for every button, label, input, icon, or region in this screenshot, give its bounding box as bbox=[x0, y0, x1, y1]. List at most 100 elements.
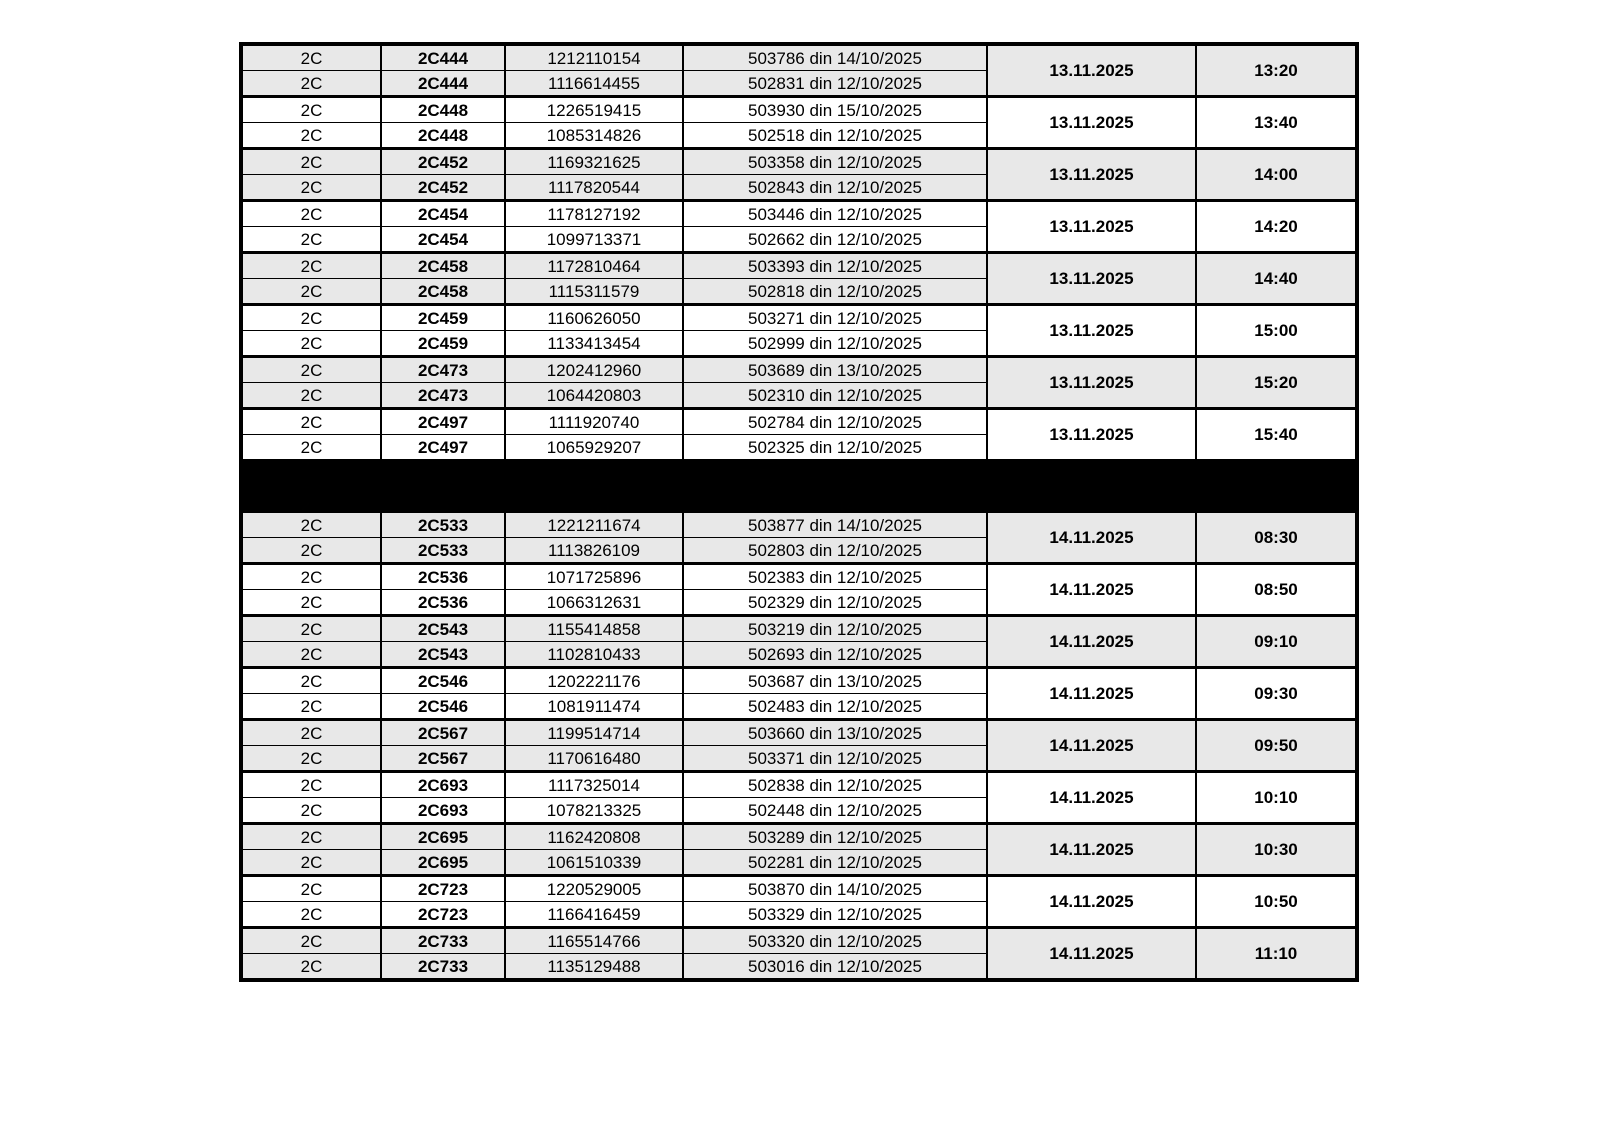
date-cell: 14.11.2025 bbox=[986, 510, 1197, 564]
id-number-cell: 1202221176 bbox=[504, 666, 684, 694]
time-cell: 14:00 bbox=[1195, 147, 1358, 201]
group-code-cell: 2C459 bbox=[380, 303, 506, 331]
table-row: 2C 2C543 1155414858 503219 din 12/10/2025 14… bbox=[240, 614, 1358, 668]
reference-cell: 502818 din 12/10/2025 bbox=[682, 278, 988, 305]
table-row: 2C 2C497 1111920740 502784 din 12/10/2025 13… bbox=[240, 407, 1358, 461]
id-number-cell: 1116614455 bbox=[504, 70, 684, 97]
id-number-cell: 1169321625 bbox=[504, 147, 684, 175]
group-code-cell: 2C733 bbox=[380, 953, 506, 980]
table-row: 2C 2C454 1178127192 503446 din 12/10/2025 13… bbox=[240, 199, 1358, 253]
id-number-cell: 1117325014 bbox=[504, 770, 684, 798]
separator-band-row bbox=[240, 459, 1358, 513]
group-code-cell: 2C444 bbox=[380, 70, 506, 97]
time-cell: 08:30 bbox=[1195, 510, 1358, 564]
class-cell: 2C bbox=[240, 562, 382, 590]
group-code-cell: 2C536 bbox=[380, 589, 506, 616]
reference-cell: 502325 din 12/10/2025 bbox=[682, 434, 988, 461]
reference-cell: 503016 din 12/10/2025 bbox=[682, 953, 988, 980]
table-row: 2C 2C448 1085314826 502518 din 12/10/2025 bbox=[240, 122, 1357, 149]
group-code-cell: 2C546 bbox=[380, 666, 506, 694]
class-cell: 2C bbox=[240, 510, 382, 538]
table-row: 2C 2C448 1226519415 503930 din 15/10/2025 13… bbox=[240, 95, 1358, 149]
group-code-cell: 2C723 bbox=[380, 901, 506, 928]
reference-cell: 503358 din 12/10/2025 bbox=[682, 147, 988, 175]
date-cell: 14.11.2025 bbox=[986, 926, 1197, 980]
reference-cell: 502784 din 12/10/2025 bbox=[682, 407, 988, 435]
reference-cell: 503271 din 12/10/2025 bbox=[682, 303, 988, 331]
date-cell: 14.11.2025 bbox=[986, 666, 1197, 720]
class-cell: 2C bbox=[240, 303, 382, 331]
id-number-cell: 1099713371 bbox=[504, 226, 684, 253]
separator-band bbox=[240, 459, 1358, 513]
table-row: 2C 2C695 1162420808 503289 din 12/10/2025 14… bbox=[240, 822, 1358, 876]
class-cell: 2C bbox=[240, 849, 382, 876]
id-number-cell: 1061510339 bbox=[504, 849, 684, 876]
table-row: 2C 2C473 1202412960 503689 din 13/10/2025 13… bbox=[240, 355, 1358, 409]
reference-cell: 502383 din 12/10/2025 bbox=[682, 562, 988, 590]
table-row: 2C 2C458 1172810464 503393 din 12/10/2025 13… bbox=[240, 251, 1358, 305]
group-code-cell: 2C723 bbox=[380, 874, 506, 902]
reference-cell: 503930 din 15/10/2025 bbox=[682, 95, 988, 123]
group-code-cell: 2C543 bbox=[380, 614, 506, 642]
id-number-cell: 1199514714 bbox=[504, 718, 684, 746]
class-cell: 2C bbox=[240, 822, 382, 850]
id-number-cell: 1160626050 bbox=[504, 303, 684, 331]
reference-cell: 503446 din 12/10/2025 bbox=[682, 199, 988, 227]
reference-cell: 502483 din 12/10/2025 bbox=[682, 693, 988, 720]
time-cell: 09:30 bbox=[1195, 666, 1358, 720]
id-number-cell: 1117820544 bbox=[504, 174, 684, 201]
class-cell: 2C bbox=[240, 382, 382, 409]
class-cell: 2C bbox=[240, 770, 382, 798]
date-cell: 13.11.2025 bbox=[986, 199, 1197, 253]
group-code-cell: 2C536 bbox=[380, 562, 506, 590]
reference-cell: 503877 din 14/10/2025 bbox=[682, 510, 988, 538]
reference-cell: 502999 din 12/10/2025 bbox=[682, 330, 988, 357]
reference-cell: 503289 din 12/10/2025 bbox=[682, 822, 988, 850]
class-cell: 2C bbox=[240, 226, 382, 253]
date-cell: 14.11.2025 bbox=[986, 874, 1197, 928]
id-number-cell: 1113826109 bbox=[504, 537, 684, 564]
reference-cell: 502310 din 12/10/2025 bbox=[682, 382, 988, 409]
date-cell: 13.11.2025 bbox=[986, 42, 1197, 97]
class-cell: 2C bbox=[240, 278, 382, 305]
time-cell: 15:20 bbox=[1195, 355, 1358, 409]
class-cell: 2C bbox=[240, 330, 382, 357]
class-cell: 2C bbox=[240, 147, 382, 175]
time-cell: 10:30 bbox=[1195, 822, 1358, 876]
class-cell: 2C bbox=[240, 953, 382, 980]
table-row: 2C 2C459 1160626050 503271 din 12/10/2025 13… bbox=[240, 303, 1358, 357]
class-cell: 2C bbox=[240, 745, 382, 772]
id-number-cell: 1226519415 bbox=[504, 95, 684, 123]
reference-cell: 502448 din 12/10/2025 bbox=[682, 797, 988, 824]
group-code-cell: 2C458 bbox=[380, 278, 506, 305]
date-cell: 13.11.2025 bbox=[986, 303, 1197, 357]
reference-cell: 503689 din 13/10/2025 bbox=[682, 355, 988, 383]
date-cell: 14.11.2025 bbox=[986, 770, 1197, 824]
reference-cell: 503660 din 13/10/2025 bbox=[682, 718, 988, 746]
table-row: 2C 2C546 1081911474 502483 din 12/10/2025 bbox=[240, 693, 1357, 720]
reference-cell: 503786 din 14/10/2025 bbox=[682, 42, 988, 71]
id-number-cell: 1221211674 bbox=[504, 510, 684, 538]
id-number-cell: 1220529005 bbox=[504, 874, 684, 902]
group-code-cell: 2C454 bbox=[380, 199, 506, 227]
time-cell: 09:10 bbox=[1195, 614, 1358, 668]
table-row: 2C 2C444 1212110154 503786 din 14/10/2025 13… bbox=[240, 42, 1358, 97]
class-cell: 2C bbox=[240, 537, 382, 564]
table-row: 2C 2C567 1170616480 503371 din 12/10/2025 bbox=[240, 745, 1357, 772]
date-cell: 14.11.2025 bbox=[986, 718, 1197, 772]
class-cell: 2C bbox=[240, 70, 382, 97]
id-number-cell: 1155414858 bbox=[504, 614, 684, 642]
table-row: 2C 2C693 1078213325 502448 din 12/10/2025 bbox=[240, 797, 1357, 824]
group-code-cell: 2C546 bbox=[380, 693, 506, 720]
group-code-cell: 2C473 bbox=[380, 382, 506, 409]
class-cell: 2C bbox=[240, 251, 382, 279]
table-row: 2C 2C695 1061510339 502281 din 12/10/2025 bbox=[240, 849, 1357, 876]
reference-cell: 503219 din 12/10/2025 bbox=[682, 614, 988, 642]
id-number-cell: 1135129488 bbox=[504, 953, 684, 980]
id-number-cell: 1172810464 bbox=[504, 251, 684, 279]
table-row: 2C 2C536 1066312631 502329 din 12/10/2025 bbox=[240, 589, 1357, 616]
date-cell: 13.11.2025 bbox=[986, 147, 1197, 201]
table-row: 2C 2C454 1099713371 502662 din 12/10/2025 bbox=[240, 226, 1357, 253]
table-row: 2C 2C723 1220529005 503870 din 14/10/2025 14… bbox=[240, 874, 1358, 928]
id-number-cell: 1064420803 bbox=[504, 382, 684, 409]
